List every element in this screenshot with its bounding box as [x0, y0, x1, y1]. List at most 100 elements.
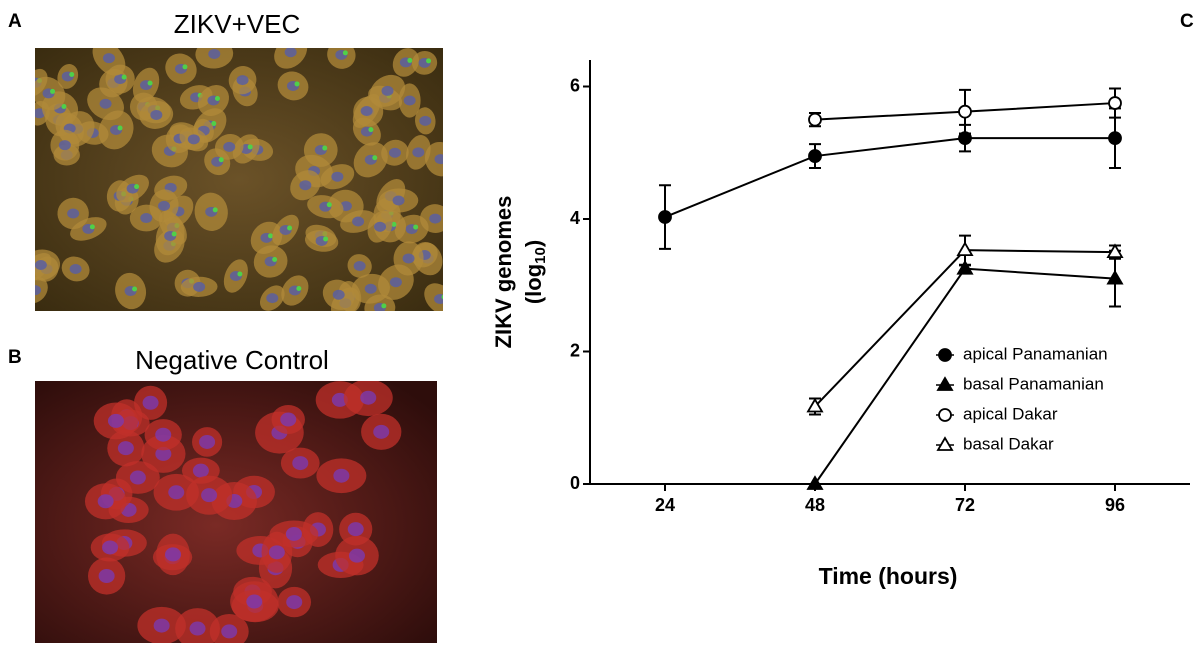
- nucleus: [187, 134, 200, 145]
- nucleus: [142, 395, 159, 410]
- virus-signal: [132, 286, 138, 292]
- point: [1108, 131, 1122, 146]
- point: [1106, 269, 1124, 285]
- x-tick-label: 72: [955, 495, 975, 515]
- y-tick-label: 2: [570, 340, 580, 360]
- nucleus: [150, 109, 163, 120]
- nucleus: [97, 494, 114, 509]
- nucleus: [117, 441, 134, 456]
- nucleus: [381, 85, 394, 96]
- virus-signal: [211, 121, 217, 127]
- nucleus: [412, 147, 425, 158]
- nucleus: [221, 624, 238, 639]
- virus-signal: [272, 257, 278, 263]
- nucleus: [129, 470, 146, 485]
- virus-signal: [218, 157, 224, 163]
- virus-signal: [121, 74, 127, 80]
- virus-signal: [69, 71, 75, 77]
- virus-signal: [268, 233, 274, 239]
- nucleus: [285, 526, 302, 541]
- legend-label: basal Panamanian: [963, 374, 1104, 393]
- nucleus: [140, 213, 153, 224]
- nucleus: [165, 547, 182, 562]
- virus-signal: [391, 221, 397, 227]
- nucleus: [155, 446, 172, 461]
- nucleus: [347, 522, 364, 537]
- y-axis-unit-part: ): [521, 240, 546, 247]
- virus-signal: [368, 127, 374, 133]
- y-tick-label: 0: [570, 473, 580, 493]
- point: [806, 397, 824, 413]
- nucleus: [403, 95, 416, 106]
- x-tick-label: 96: [1105, 495, 1125, 515]
- nucleus: [153, 618, 170, 633]
- virus-signal: [426, 58, 432, 64]
- nucleus: [434, 293, 443, 304]
- nucleus: [392, 195, 405, 206]
- point: [956, 259, 974, 275]
- nucleus: [168, 485, 185, 500]
- nucleus: [246, 594, 263, 609]
- virus-signal: [342, 50, 348, 56]
- y-axis-unit: (log10): [521, 240, 549, 304]
- virus-signal: [296, 286, 302, 292]
- y-axis-unit-part: 10: [532, 247, 549, 264]
- nucleus: [35, 285, 42, 296]
- nucleus: [299, 180, 312, 191]
- virus-signal: [134, 184, 140, 190]
- virus-signal: [381, 303, 387, 309]
- x-tick-label: 48: [805, 495, 825, 515]
- virus-signal: [326, 202, 332, 208]
- legend-label: basal Dakar: [963, 434, 1054, 453]
- nucleus: [199, 434, 216, 449]
- cells: [84, 381, 402, 643]
- virus-signal: [323, 236, 329, 242]
- legend-marker: [938, 348, 952, 362]
- virus-signal: [214, 96, 220, 102]
- point: [808, 112, 822, 127]
- nucleus: [98, 569, 115, 584]
- virus-signal: [89, 224, 95, 230]
- nucleus: [201, 488, 218, 503]
- nucleus: [99, 98, 112, 109]
- virus-signal: [171, 231, 177, 237]
- virus-signal: [50, 88, 56, 94]
- virus-signal: [441, 294, 443, 300]
- nucleus: [352, 216, 365, 227]
- virus-signal: [322, 145, 328, 151]
- panel-label: B: [8, 347, 22, 368]
- point: [808, 149, 822, 163]
- legend-label: apical Panamanian: [963, 344, 1108, 363]
- nucleus: [353, 260, 366, 271]
- y-axis-title: ZIKV genomes: [491, 196, 516, 349]
- nucleus: [107, 413, 124, 428]
- nucleus: [155, 427, 172, 442]
- legend-label: apical Dakar: [963, 404, 1058, 423]
- virus-signal: [212, 207, 218, 213]
- nucleus: [35, 259, 47, 270]
- nucleus: [284, 48, 297, 58]
- nucleus: [348, 548, 365, 563]
- nucleus: [286, 595, 303, 610]
- nucleus: [388, 147, 401, 158]
- nucleus: [102, 53, 115, 64]
- legend-marker: [936, 376, 954, 391]
- y-tick-label: 6: [570, 75, 580, 95]
- nucleus: [419, 115, 432, 126]
- virus-signal: [147, 80, 153, 86]
- legend-marker: [936, 436, 954, 451]
- virus-signal: [61, 104, 67, 110]
- nucleus: [280, 412, 297, 427]
- nucleus: [373, 424, 390, 439]
- nucleus: [189, 621, 206, 636]
- nucleus: [236, 75, 249, 86]
- nucleus: [193, 281, 206, 292]
- cells: [35, 48, 443, 311]
- panel-title: ZIKV+VEC: [174, 9, 300, 39]
- nucleus: [360, 105, 373, 116]
- point: [956, 241, 974, 257]
- x-tick-label: 24: [655, 495, 675, 515]
